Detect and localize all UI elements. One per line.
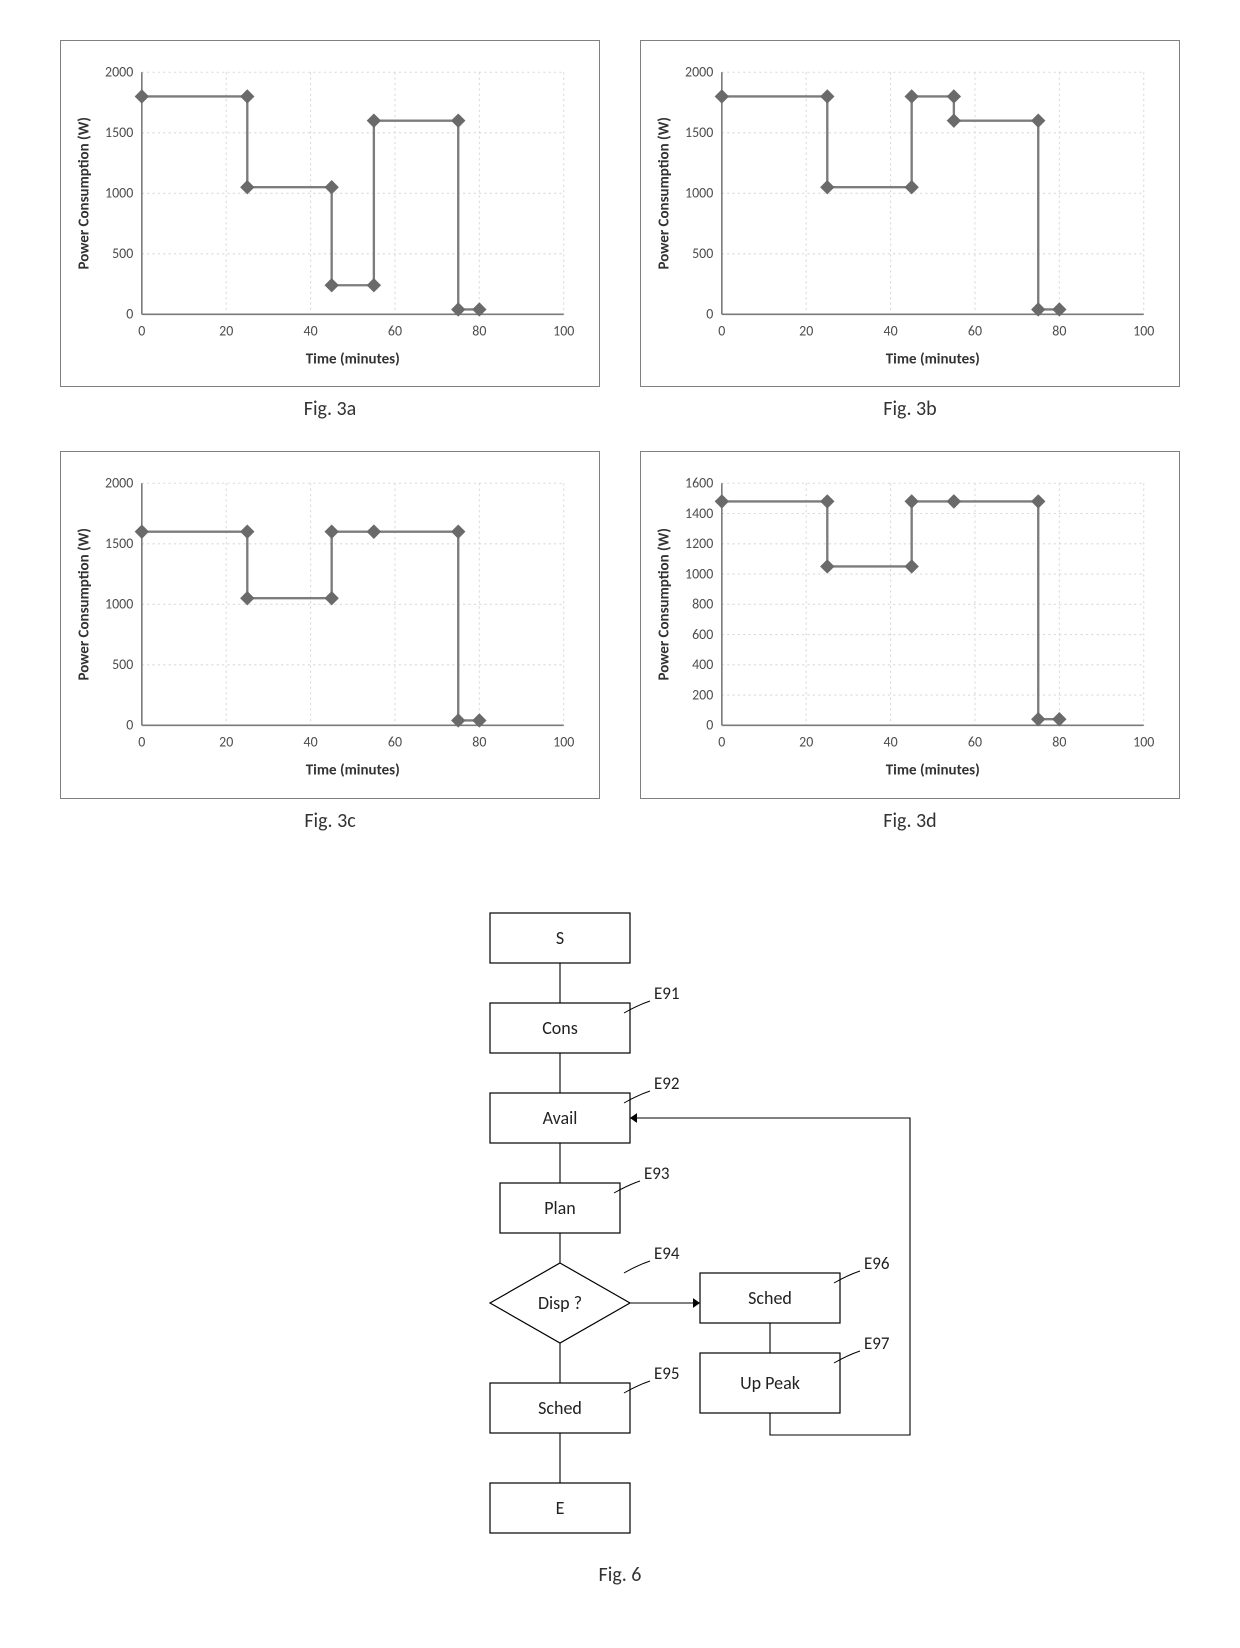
svg-text:2000: 2000 — [105, 475, 133, 492]
chart-caption-a: Fig. 3a — [60, 397, 600, 421]
svg-text:100: 100 — [1133, 323, 1154, 340]
svg-text:500: 500 — [112, 656, 133, 673]
svg-text:20: 20 — [799, 323, 813, 340]
svg-text:60: 60 — [968, 323, 982, 340]
svg-text:Power Consumption (W): Power Consumption (W) — [75, 528, 93, 680]
svg-text:Time (minutes): Time (minutes) — [886, 351, 980, 369]
svg-text:20: 20 — [219, 734, 233, 751]
svg-text:0: 0 — [138, 323, 145, 340]
svg-text:Up Peak: Up Peak — [740, 1372, 800, 1394]
svg-text:Sched: Sched — [748, 1287, 792, 1309]
svg-text:80: 80 — [472, 734, 486, 751]
svg-text:0: 0 — [126, 306, 133, 323]
svg-text:80: 80 — [1052, 734, 1066, 751]
chart-cell-c: 0 500 1000 1500 2000 0 20 40 60 80 100 Time (minute… — [60, 451, 600, 832]
chart-a: 0 500 1000 1500 2000 0 20 40 60 80 100 Time (minute… — [69, 53, 583, 374]
svg-text:Time (minutes): Time (minutes) — [306, 762, 400, 780]
svg-text:Time (minutes): Time (minutes) — [306, 351, 400, 369]
svg-text:0: 0 — [706, 717, 713, 734]
svg-text:2000: 2000 — [685, 64, 713, 81]
svg-text:2000: 2000 — [105, 64, 133, 81]
svg-text:Power Consumption (W): Power Consumption (W) — [655, 528, 673, 680]
svg-text:800: 800 — [692, 596, 713, 613]
svg-text:1200: 1200 — [685, 535, 713, 552]
svg-text:0: 0 — [718, 323, 725, 340]
svg-text:1500: 1500 — [685, 124, 713, 141]
chart-box-b: 0 500 1000 1500 2000 0 20 40 60 80 100 Time (minute… — [640, 40, 1180, 387]
svg-text:Time (minutes): Time (minutes) — [886, 762, 980, 780]
svg-text:Plan: Plan — [544, 1197, 576, 1219]
charts-grid: 0500100015002000020406080100Time (minute… — [60, 40, 1180, 833]
svg-text:40: 40 — [884, 323, 898, 340]
flowchart-wrap: S Cons Avail Plan Disp ? Sched E Sched Up Peak E9… — [60, 893, 1180, 1587]
svg-text:40: 40 — [884, 734, 898, 751]
svg-text:1400: 1400 — [685, 505, 713, 522]
svg-text:80: 80 — [472, 323, 486, 340]
svg-text:Sched: Sched — [538, 1397, 582, 1419]
chart-b: 0 500 1000 1500 2000 0 20 40 60 80 100 Time (minute… — [649, 53, 1163, 374]
svg-text:100: 100 — [1133, 734, 1154, 751]
svg-text:40: 40 — [304, 734, 318, 751]
svg-text:E95: E95 — [654, 1363, 680, 1384]
chart-box-a: 0 500 1000 1500 2000 0 20 40 60 80 100 Time (minute… — [60, 40, 600, 387]
svg-text:E: E — [556, 1497, 565, 1519]
svg-text:1000: 1000 — [105, 596, 133, 613]
svg-text:E91: E91 — [654, 983, 680, 1004]
svg-text:E93: E93 — [644, 1163, 670, 1184]
svg-text:60: 60 — [388, 734, 402, 751]
svg-text:500: 500 — [112, 245, 133, 262]
svg-text:20: 20 — [799, 734, 813, 751]
svg-text:60: 60 — [968, 734, 982, 751]
svg-text:100: 100 — [553, 734, 574, 751]
svg-text:0: 0 — [718, 734, 725, 751]
svg-text:Disp ?: Disp ? — [538, 1292, 582, 1314]
svg-text:40: 40 — [304, 323, 318, 340]
svg-text:1000: 1000 — [105, 185, 133, 202]
chart-d: 0 200 400 600 800 1000 1200 1400 1600 0 20 40 60 80 10… — [649, 464, 1163, 785]
chart-box-c: 0 500 1000 1500 2000 0 20 40 60 80 100 Time (minute… — [60, 451, 600, 798]
svg-text:60: 60 — [388, 323, 402, 340]
svg-text:Cons: Cons — [542, 1017, 578, 1039]
svg-text:0: 0 — [126, 717, 133, 734]
svg-text:600: 600 — [692, 626, 713, 643]
svg-text:E97: E97 — [864, 1333, 890, 1354]
svg-text:400: 400 — [692, 656, 713, 673]
svg-text:0: 0 — [138, 734, 145, 751]
svg-text:500: 500 — [692, 245, 713, 262]
svg-text:E94: E94 — [654, 1243, 680, 1264]
svg-text:200: 200 — [692, 687, 713, 704]
svg-text:Power Consumption (W): Power Consumption (W) — [75, 117, 93, 269]
svg-text:1000: 1000 — [685, 566, 713, 583]
svg-text:1500: 1500 — [105, 535, 133, 552]
chart-caption-d: Fig. 3d — [640, 809, 1180, 833]
chart-box-d: 0 200 400 600 800 1000 1200 1400 1600 0 20 40 60 80 10… — [640, 451, 1180, 798]
chart-caption-c: Fig. 3c — [60, 809, 600, 833]
flowchart-caption: Fig. 6 — [290, 1563, 950, 1587]
svg-text:E96: E96 — [864, 1253, 890, 1274]
svg-text:Power Consumption (W): Power Consumption (W) — [655, 117, 673, 269]
svg-text:S: S — [556, 927, 564, 949]
chart-cell-a: 0 500 1000 1500 2000 0 20 40 60 80 100 Time (minute… — [60, 40, 600, 421]
svg-text:100: 100 — [553, 323, 574, 340]
flowchart: S Cons Avail Plan Disp ? Sched E Sched Up Peak E9… — [290, 893, 950, 1553]
chart-c: 0 500 1000 1500 2000 0 20 40 60 80 100 Time (minute… — [69, 464, 583, 785]
svg-text:80: 80 — [1052, 323, 1066, 340]
svg-text:1600: 1600 — [685, 475, 713, 492]
svg-text:20: 20 — [219, 323, 233, 340]
chart-caption-b: Fig. 3b — [640, 397, 1180, 421]
svg-text:Avail: Avail — [543, 1107, 578, 1129]
svg-text:1500: 1500 — [105, 124, 133, 141]
svg-text:1000: 1000 — [685, 185, 713, 202]
svg-text:E92: E92 — [654, 1073, 680, 1094]
chart-cell-b: 0 500 1000 1500 2000 0 20 40 60 80 100 Time (minute… — [640, 40, 1180, 421]
chart-cell-d: 0 200 400 600 800 1000 1200 1400 1600 0 20 40 60 80 10… — [640, 451, 1180, 832]
svg-text:0: 0 — [706, 306, 713, 323]
